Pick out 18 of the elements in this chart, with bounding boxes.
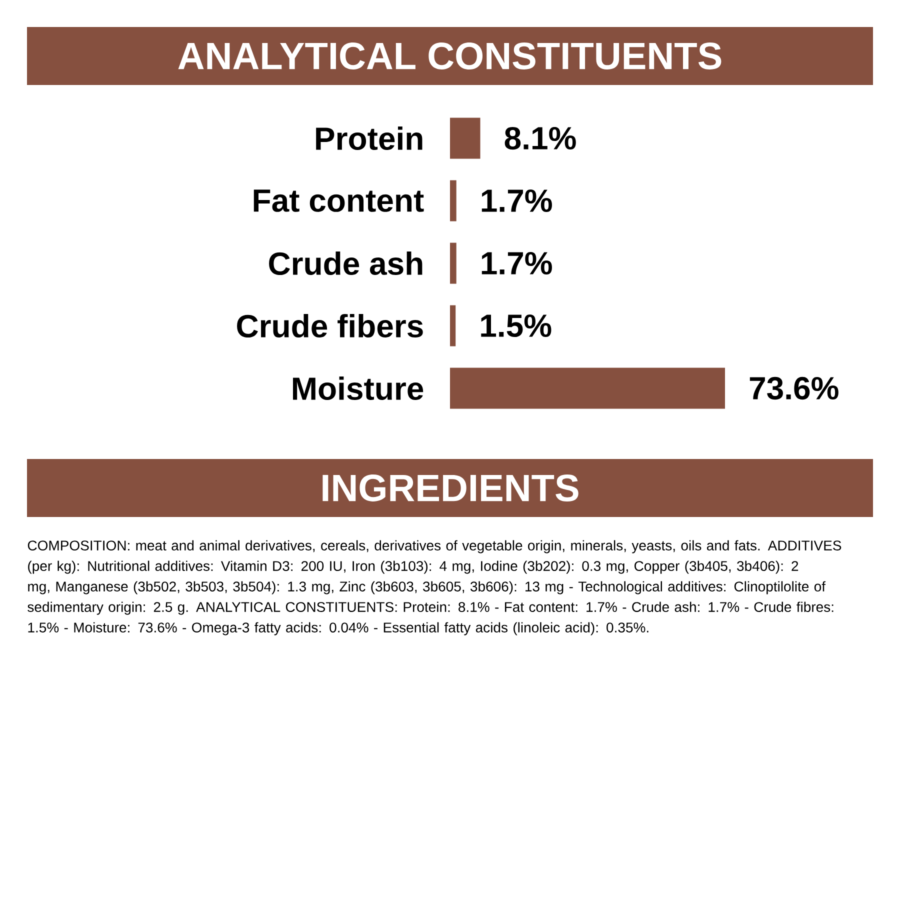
bar	[450, 242, 456, 284]
data-label: 1.7%	[482, 252, 552, 275]
data-label: 73.6%	[750, 376, 838, 400]
text: INGREDIENTS	[322, 474, 578, 502]
y-tick-label: Protein	[316, 126, 422, 150]
text: COMPOSITION: meat and animal derivatives, cereals, derivatives of vegetable origin, minerals, yeasts, oils and fats. ADDITIVES (per kg): Nutritional additives: Vitamin D3: 200 IU, Iron (3b103): 4 mg, Iodine (3b202): 0.3 mg, Copper (3b405, 3b406): 2 mg, Manganese (3b502, 3b503, 3b504): 1.3 mg, Zinc (3b603, 3b605, 3b606): 13 mg - Technological additives: Clinoptilolite of sedimentary origin: 2.5 g. ANALYTICAL CONSTITUENTS: Protein: 8.1% - Fat content: 1.7% - Crude ash: 1.7% - Crude fibres: 1.5% - Moisture: 73.6% - Omega-3 fatty acids: 0.04% - Essential fatty acids (linoleic acid): 0.35%.	[28, 540, 842, 636]
bar	[450, 368, 726, 409]
data-label: 1.5%	[481, 314, 552, 338]
y-tick-label: Crude ash	[269, 252, 422, 276]
data-label: 1.7%	[482, 190, 552, 212]
data-label: 8.1%	[504, 126, 576, 150]
bar	[450, 305, 456, 346]
bar	[450, 118, 480, 159]
bar	[450, 180, 456, 222]
y-tick-label: Crude fibers	[237, 314, 423, 338]
y-tick-label: Moisture	[292, 376, 424, 400]
y-tick-label: Fat content	[254, 190, 424, 212]
chart-title: ANALYTICAL CONSTITUENTS	[178, 42, 722, 70]
